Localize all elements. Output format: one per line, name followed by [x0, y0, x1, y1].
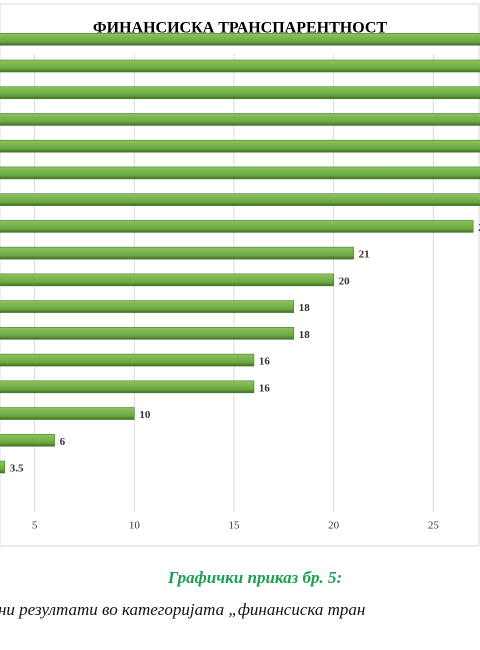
- bar: [0, 113, 480, 126]
- data-label: 21: [359, 249, 370, 261]
- data-label: 16: [259, 356, 271, 368]
- bar: [0, 273, 334, 287]
- chart-title: ФИНАНСИСКА ТРАНСПАРЕНТНОСТ: [93, 20, 388, 37]
- data-label: 16: [259, 382, 271, 394]
- bar: [0, 86, 480, 100]
- data-label: 18: [299, 302, 311, 314]
- data-label: 3.5: [10, 463, 24, 475]
- subcaption: ни резултати во категоријата „финансиска…: [0, 600, 365, 619]
- bar: [0, 59, 480, 73]
- bar: [0, 380, 255, 394]
- x-tick-label: 10: [129, 520, 141, 532]
- caption: Графички приказ бр. 5:: [167, 568, 342, 587]
- data-label: 18: [299, 329, 311, 341]
- bar: [0, 32, 480, 46]
- bar: [0, 220, 474, 233]
- bar: [0, 460, 6, 474]
- x-tick-label: 20: [328, 520, 340, 532]
- x-tick-label: 5: [32, 520, 38, 532]
- bar: [0, 300, 295, 313]
- chart-frame: [0, 3, 480, 547]
- data-label: 6: [60, 436, 66, 448]
- x-tick-label: 15: [229, 520, 241, 532]
- x-tick-label: 25: [428, 520, 440, 532]
- bar: [0, 407, 135, 420]
- bar: [0, 139, 480, 153]
- bar: [0, 246, 354, 260]
- bar: [0, 353, 255, 367]
- bar: [0, 193, 480, 206]
- bar: [0, 166, 480, 180]
- bar: [0, 327, 295, 340]
- data-label: 10: [139, 409, 151, 421]
- bar: [0, 433, 55, 447]
- data-label: 27: [478, 222, 480, 234]
- data-label: 20: [339, 275, 351, 287]
